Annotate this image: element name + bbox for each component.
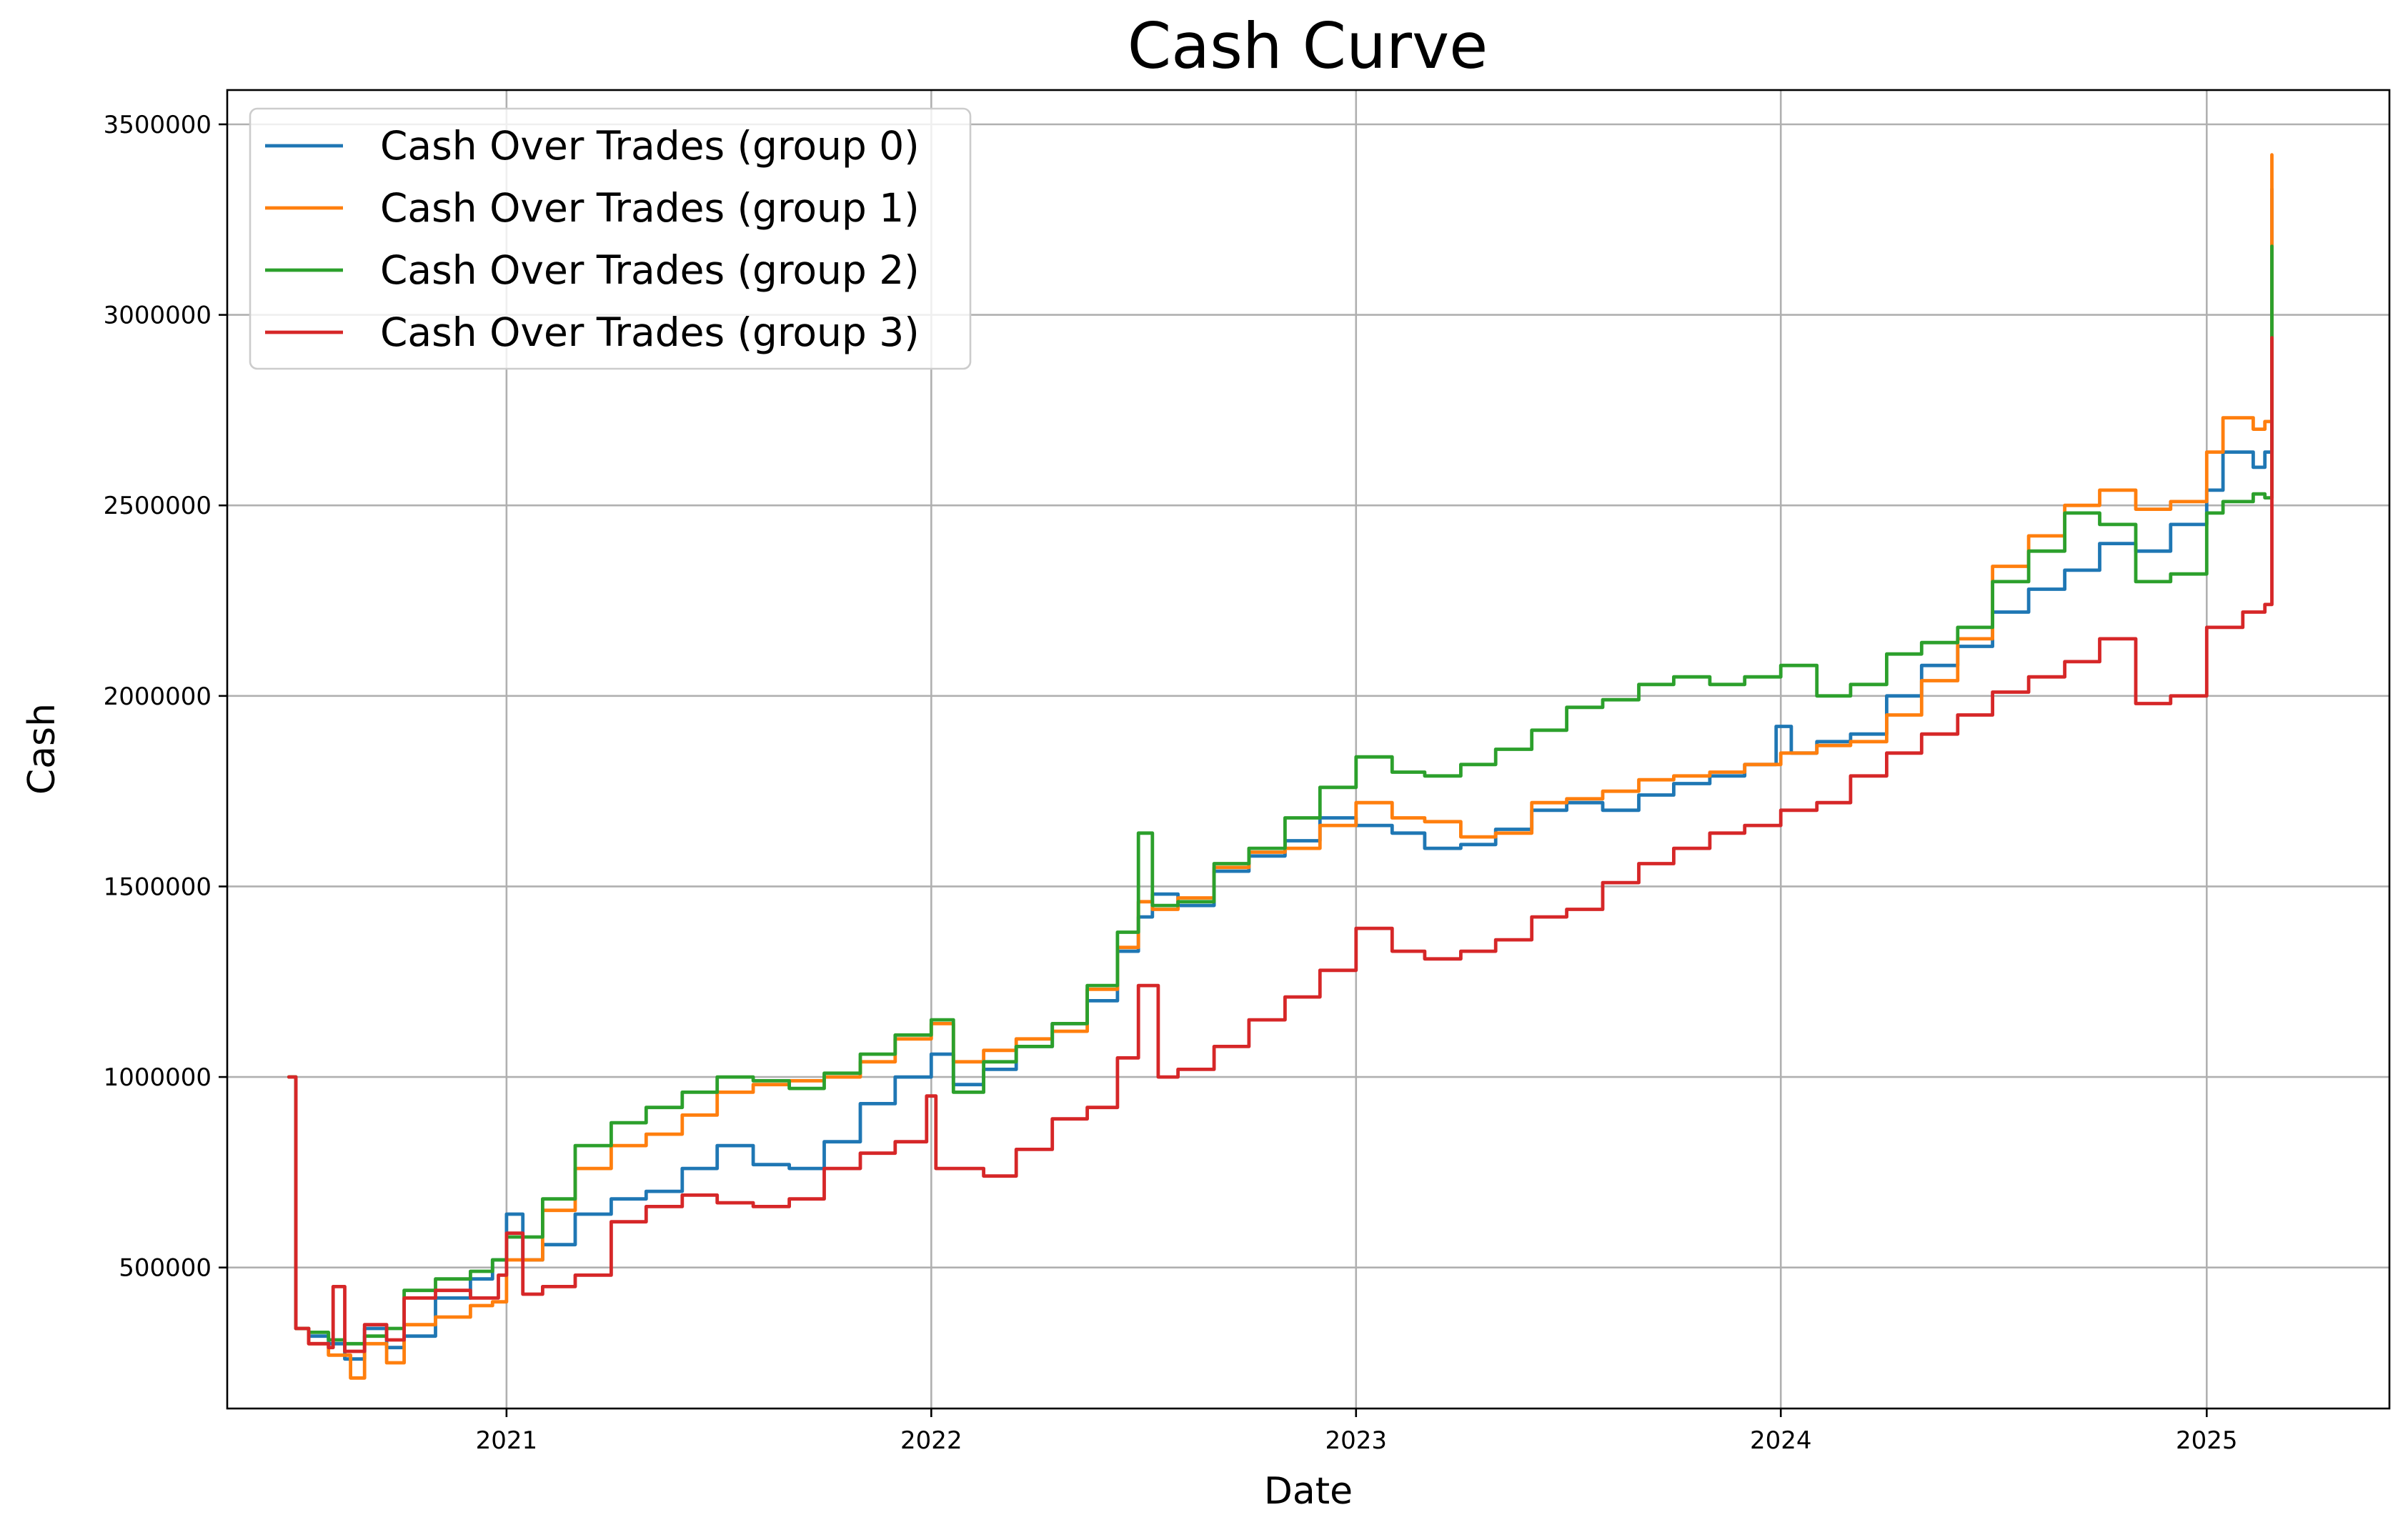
y-tick-label: 1000000 (104, 1063, 212, 1092)
legend-entry-label: Cash Over Trades (group 2) (380, 247, 920, 293)
x-tick-label: 2023 (1325, 1426, 1388, 1455)
legend: Cash Over Trades (group 0) Cash Over Trad… (249, 107, 972, 370)
plot-area-frame (226, 89, 2391, 1410)
y-tick-label: 3000000 (104, 302, 212, 330)
x-tick-label: 2022 (900, 1426, 962, 1455)
y-tick-label: 3500000 (104, 111, 212, 139)
y-tick-label: 2500000 (104, 492, 212, 520)
series-line-group-3 (287, 336, 2274, 1353)
legend-entry-label: Cash Over Trades (group 0) (380, 123, 920, 169)
x-tick-label: 2021 (476, 1426, 538, 1455)
axis-ticks: 2021 2022 2023 2024 2025 500000 1000000 1500000… (104, 111, 2238, 1455)
legend-entry-label: Cash Over Trades (group 3) (380, 309, 920, 355)
y-axis-label: Cash (21, 703, 64, 795)
grid-lines (227, 90, 2389, 1409)
y-tick-label: 2000000 (104, 682, 212, 711)
y-tick-label: 500000 (119, 1254, 212, 1283)
series-lines (287, 153, 2274, 1380)
chart-title: Cash Curve (1128, 9, 1488, 83)
x-tick-label: 2024 (1750, 1426, 1812, 1455)
x-tick-label: 2025 (2176, 1426, 2238, 1455)
legend-box (249, 107, 972, 370)
x-axis-label: Date (1264, 1470, 1353, 1513)
legend-entry-label: Cash Over Trades (group 1) (380, 185, 920, 231)
y-tick-label: 1500000 (104, 873, 212, 901)
